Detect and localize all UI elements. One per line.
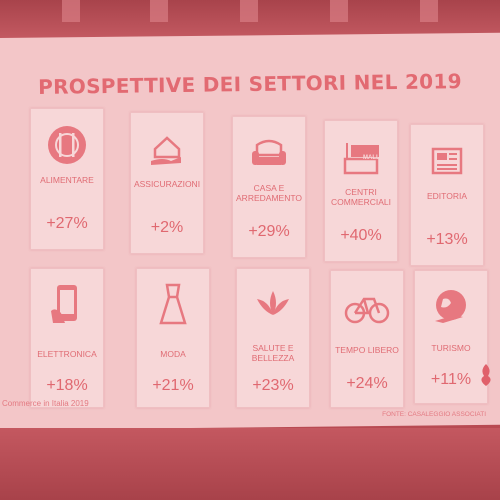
- lotus-icon: [237, 281, 309, 329]
- sector-value: +24%: [346, 375, 388, 392]
- sector-value: +29%: [248, 223, 290, 240]
- sector-card-salute: SALUTE E BELLEZZA +23%: [236, 268, 310, 408]
- sector-value: +21%: [152, 377, 194, 394]
- sector-value: +2%: [150, 219, 184, 236]
- plate-cutlery-icon: [31, 121, 103, 169]
- ceiling-light: [330, 0, 348, 22]
- sector-card-tempo-libero: TEMPO LIBERO +24%: [330, 270, 404, 408]
- sector-label: TURISMO: [431, 343, 471, 353]
- sector-card-turismo: TURISMO +11%: [414, 270, 488, 404]
- dress-icon: [137, 281, 209, 329]
- sector-label: CENTRI COMMERCIALI: [331, 187, 391, 207]
- sector-card-moda: MODA +21%: [136, 268, 210, 408]
- armchair-icon: [233, 129, 305, 177]
- ceiling: [0, 0, 500, 40]
- sector-value: +23%: [252, 377, 294, 394]
- sector-card-assicurazioni: ASSICURAZIONI +2%: [130, 112, 204, 254]
- ceiling-light: [240, 0, 258, 22]
- newspaper-icon: [411, 137, 483, 185]
- logo-icon: [476, 362, 496, 388]
- ceiling-light: [420, 0, 438, 22]
- sector-card-casa: CASA E ARREDAMENTO +29%: [232, 116, 306, 258]
- house-hand-icon: [131, 125, 203, 173]
- ceiling-light: [150, 0, 168, 22]
- sector-label: SALUTE E BELLEZZA: [251, 343, 295, 363]
- sector-label: CASA E ARREDAMENTO: [236, 183, 302, 203]
- smartphone-icon: [31, 281, 103, 329]
- sector-value: +40%: [340, 227, 382, 244]
- footer-left-text: Commerce in Italia 2019: [2, 399, 89, 408]
- footer-source: FONTE: CASALEGGIO ASSOCIATI: [382, 411, 486, 418]
- sector-label: ELETTRONICA: [37, 349, 97, 359]
- sector-label: EDITORIA: [427, 191, 467, 201]
- sector-card-centri-commerciali: MALL CENTRI COMMERCIALI +40%: [324, 120, 398, 262]
- sector-value: +11%: [430, 371, 472, 388]
- sector-value: +13%: [426, 231, 468, 248]
- sector-label: ASSICURAZIONI: [133, 179, 201, 189]
- sector-value: +27%: [46, 215, 88, 232]
- ceiling-light: [62, 0, 80, 22]
- bicycle-icon: [331, 283, 403, 331]
- sector-label: ALIMENTARE: [40, 175, 94, 185]
- mall-icon: [325, 133, 397, 181]
- sector-label: TEMPO LIBERO: [335, 345, 399, 355]
- sector-value: +18%: [46, 377, 88, 394]
- globe-plane-icon: [415, 283, 487, 331]
- sector-card-alimentare: ALIMENTARE +27%: [30, 108, 104, 250]
- mall-sign-text: MALL: [363, 155, 380, 161]
- sector-card-editoria: EDITORIA +13%: [410, 124, 484, 266]
- sector-card-elettronica: ELETTRONICA +18%: [30, 268, 104, 408]
- sector-label: MODA: [160, 349, 186, 359]
- floor: [0, 428, 500, 500]
